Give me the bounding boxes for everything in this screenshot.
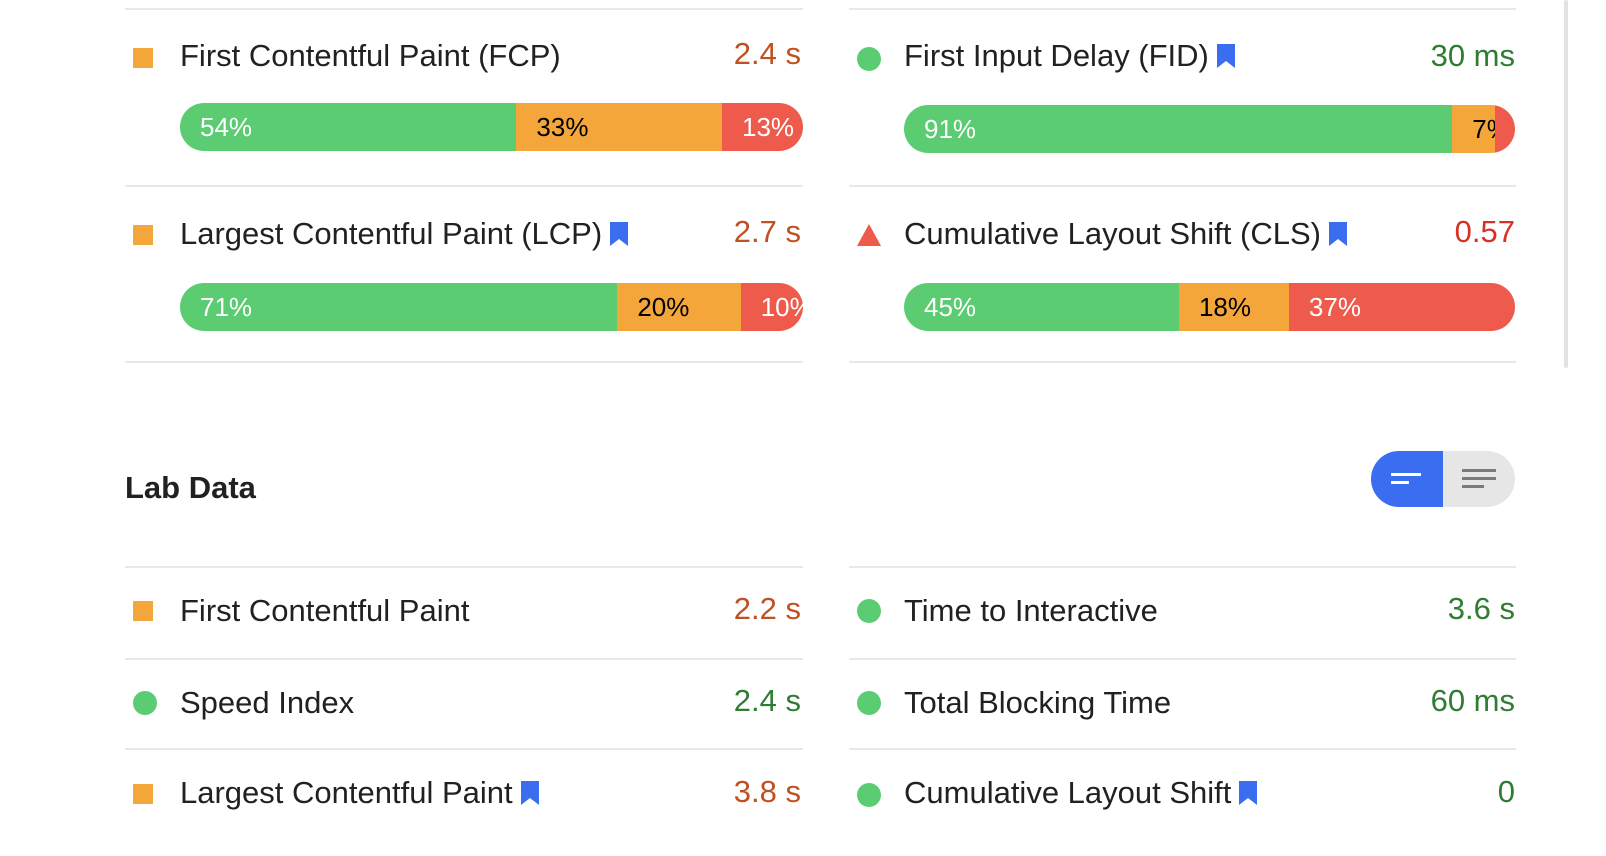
distribution-bar: 54% 33% 13%	[180, 103, 803, 151]
divider	[849, 748, 1516, 750]
divider	[125, 361, 803, 363]
scrollbar-edge[interactable]	[1564, 0, 1568, 368]
divider	[849, 658, 1516, 660]
average-segment: 18%	[1178, 283, 1289, 331]
metric-label: Time to Interactive	[904, 593, 1158, 628]
green-circle-icon	[857, 783, 881, 807]
bar-view-button[interactable]	[1371, 451, 1443, 507]
bookmark-icon[interactable]	[520, 781, 539, 805]
metric-value: 2.4 s	[733, 683, 801, 718]
good-segment: 45%	[904, 283, 1179, 331]
bookmark-icon[interactable]	[1239, 781, 1258, 805]
divider	[125, 185, 803, 187]
metric-value: 2.2 s	[733, 591, 801, 626]
metric-value: 2.4 s	[733, 36, 801, 71]
green-circle-icon	[133, 691, 157, 715]
poor-segment: 2%	[1495, 105, 1515, 153]
green-circle-icon	[857, 691, 881, 715]
divider	[125, 8, 803, 10]
average-segment: 20%	[617, 283, 741, 331]
metric-label: Cumulative Layout Shift (CLS)	[904, 214, 1347, 254]
metric-label: Cumulative Layout Shift	[904, 773, 1258, 813]
metric-label: Speed Index	[180, 685, 355, 720]
divider	[849, 566, 1516, 568]
metric-label: Largest Contentful Paint	[180, 773, 539, 813]
poor-segment: 10%	[740, 283, 803, 331]
average-segment: 33%	[516, 103, 722, 151]
metric-value: 0.57	[1454, 214, 1515, 249]
section-title: Lab Data	[125, 470, 256, 505]
bookmark-icon[interactable]	[1328, 222, 1347, 246]
poor-segment: 13%	[721, 103, 803, 151]
metric-value: 60 ms	[1430, 683, 1515, 718]
divider	[125, 748, 803, 750]
good-segment: 54%	[180, 103, 517, 151]
divider	[125, 658, 803, 660]
metric-value: 0	[1497, 774, 1515, 809]
average-segment: 7%	[1452, 105, 1510, 153]
divider	[125, 566, 803, 568]
orange-square-icon	[133, 48, 153, 68]
good-segment: 91%	[904, 105, 1453, 153]
metric-label: Total Blocking Time	[904, 685, 1172, 720]
divider	[849, 361, 1516, 363]
metric-value: 3.8 s	[733, 774, 801, 809]
orange-square-icon	[133, 784, 153, 804]
metric-label: First Contentful Paint (FCP)	[180, 38, 561, 73]
metric-value: 30 ms	[1430, 38, 1515, 73]
orange-square-icon	[133, 225, 153, 245]
list-view-icon	[1462, 469, 1496, 488]
red-triangle-icon	[857, 224, 881, 246]
metric-label: Largest Contentful Paint (LCP)	[180, 214, 629, 254]
bookmark-icon[interactable]	[1216, 44, 1235, 68]
metric-label: First Contentful Paint	[180, 593, 470, 628]
green-circle-icon	[857, 47, 881, 71]
metric-value: 3.6 s	[1447, 591, 1515, 626]
bar-view-icon	[1391, 473, 1421, 484]
divider	[849, 8, 1516, 10]
list-view-button[interactable]	[1443, 451, 1515, 507]
distribution-bar: 91% 7% 2%	[904, 105, 1515, 153]
metric-value: 2.7 s	[733, 214, 801, 249]
metric-label: First Input Delay (FID)	[904, 36, 1235, 76]
distribution-bar: 71% 20% 10%	[180, 283, 803, 331]
green-circle-icon	[857, 599, 881, 623]
divider	[849, 185, 1516, 187]
poor-segment: 37%	[1288, 283, 1515, 331]
orange-square-icon	[133, 601, 153, 621]
bookmark-icon[interactable]	[610, 222, 629, 246]
view-toggle[interactable]	[1371, 451, 1515, 507]
good-segment: 71%	[180, 283, 618, 331]
distribution-bar: 45% 18% 37%	[904, 283, 1515, 331]
